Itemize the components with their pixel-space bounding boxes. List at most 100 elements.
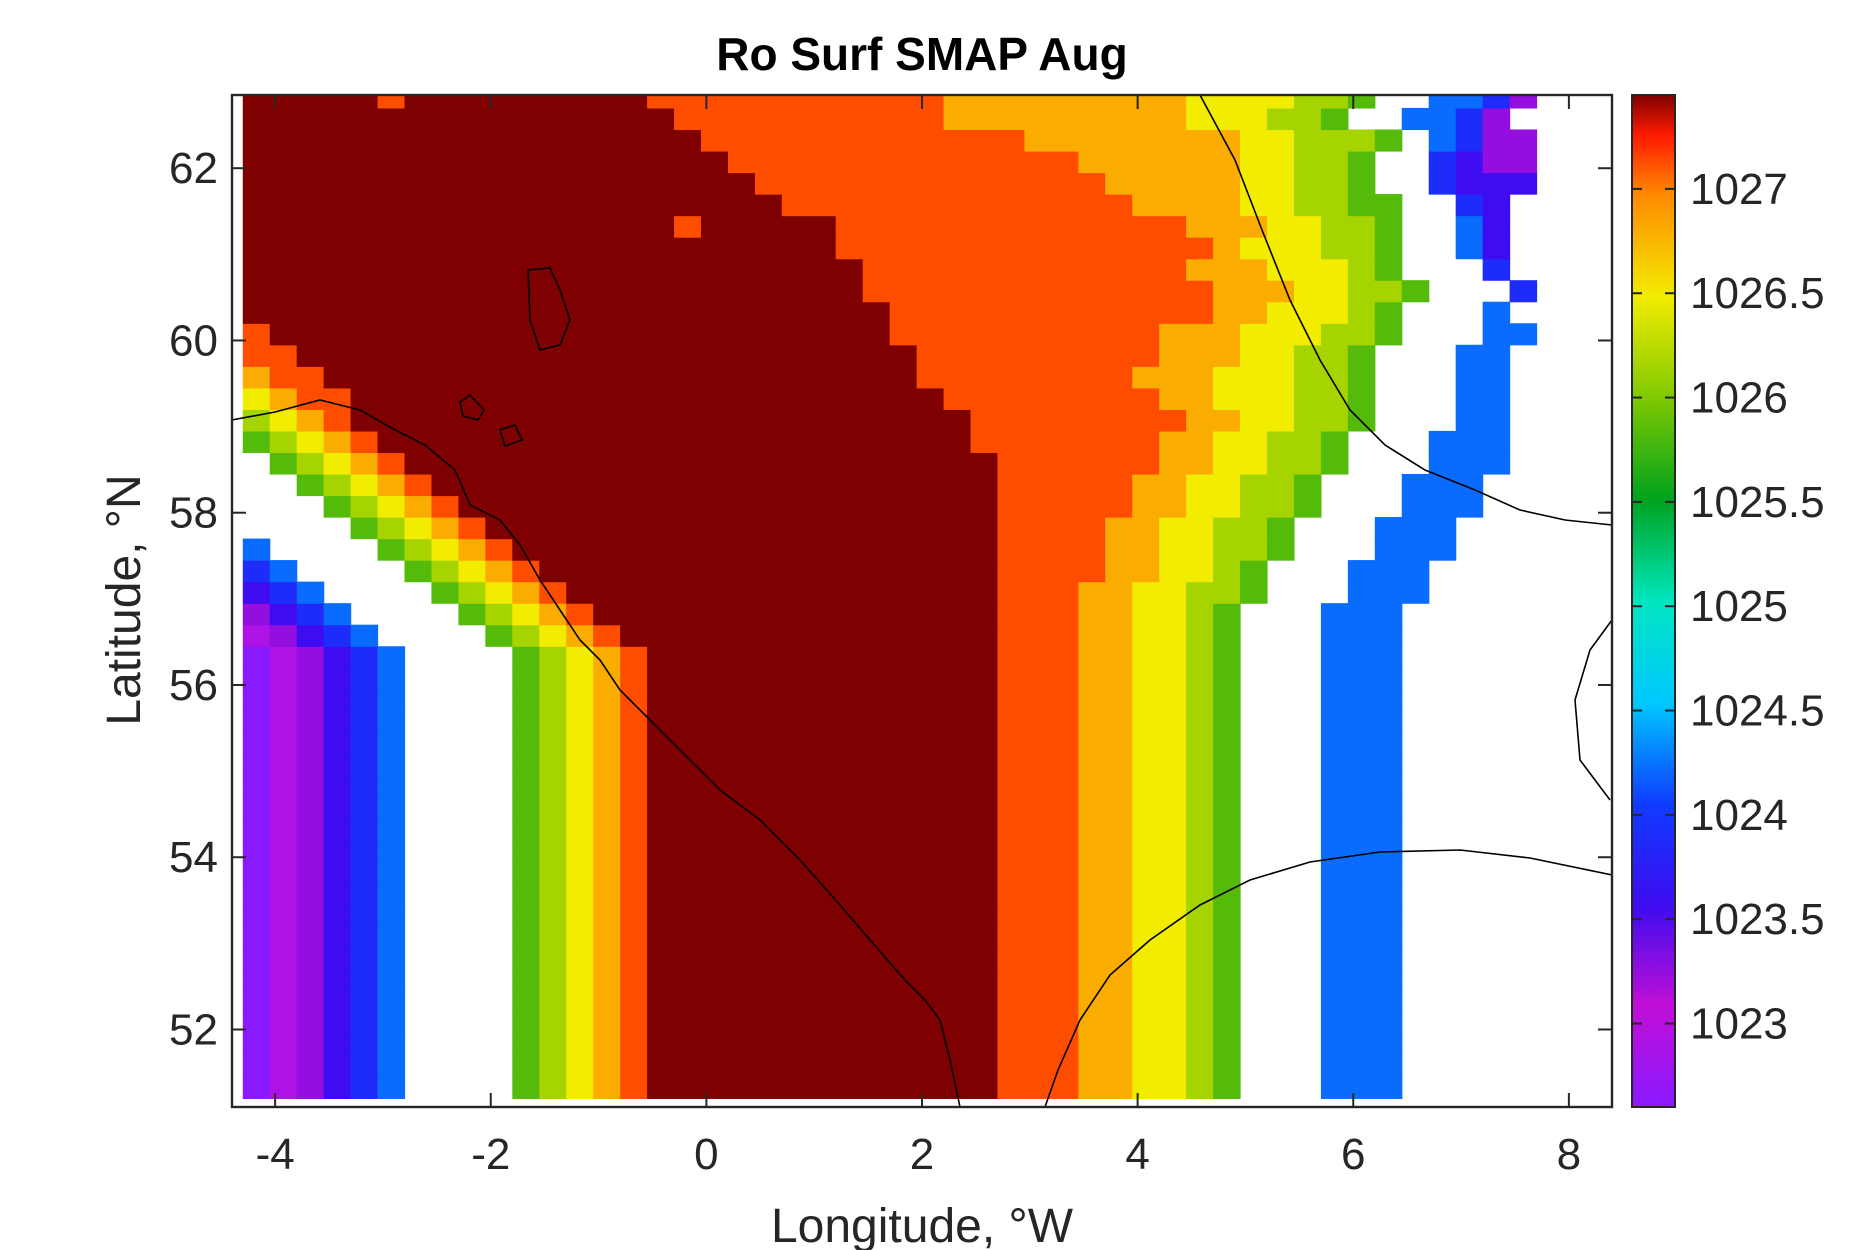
heatmap-cell — [1374, 926, 1403, 949]
heatmap-cell — [296, 473, 325, 497]
heatmap-cell — [916, 301, 945, 324]
heatmap-cell — [296, 301, 325, 324]
heatmap-cell — [700, 387, 729, 410]
heatmap-cell — [647, 796, 675, 820]
heatmap-cell — [943, 560, 972, 583]
heatmap-cell — [1347, 926, 1376, 949]
heatmap-cell — [970, 1055, 999, 1078]
heatmap-cell — [1051, 990, 1079, 1013]
coastline-norway — [1199, 95, 1612, 526]
heatmap-cell — [485, 215, 513, 238]
heatmap-cell — [1024, 646, 1052, 669]
heatmap-cell — [1267, 430, 1295, 454]
heatmap-cell — [1267, 129, 1295, 152]
heatmap-cell — [1051, 280, 1079, 303]
heatmap-cell — [1132, 430, 1160, 454]
heatmap-cell — [1320, 344, 1349, 367]
heatmap-cell — [566, 732, 594, 755]
heatmap-cell — [943, 990, 972, 1013]
heatmap-cell — [539, 581, 567, 604]
heatmap-cell — [916, 581, 945, 604]
heatmap-cell — [539, 215, 567, 238]
heatmap-cell — [1213, 710, 1241, 733]
heatmap-cell — [1347, 95, 1376, 109]
heatmap-cell — [754, 387, 783, 410]
heatmap-cell — [1374, 517, 1403, 540]
heatmap-cell — [1186, 366, 1214, 389]
heatmap-cell — [269, 861, 298, 884]
heatmap-cell — [943, 883, 972, 906]
heatmap-cell — [1320, 172, 1349, 195]
heatmap-cell — [1320, 387, 1349, 410]
heatmap-cell — [727, 689, 756, 712]
heatmap-cell — [242, 258, 271, 281]
heatmap-cell — [1078, 840, 1106, 863]
heatmap-cell — [350, 775, 379, 798]
heatmap-cell — [862, 387, 891, 410]
heatmap-cell — [997, 603, 1026, 626]
heatmap-cell — [620, 840, 648, 863]
heatmap-cell — [1374, 258, 1403, 281]
heatmap-cell — [485, 172, 513, 195]
heatmap-cell — [269, 430, 298, 454]
heatmap-cell — [1428, 107, 1457, 131]
heatmap-cell — [1051, 473, 1079, 497]
heatmap-cell — [700, 667, 729, 690]
heatmap-cell — [862, 710, 891, 733]
heatmap-cell — [242, 883, 271, 906]
heatmap-cell — [1428, 517, 1457, 540]
heatmap-cell — [1078, 301, 1106, 324]
heatmap-cell — [1105, 1033, 1133, 1056]
heatmap-cell — [593, 689, 621, 712]
heatmap-cell — [1374, 646, 1403, 669]
heatmap-cell — [970, 323, 999, 346]
heatmap-cell — [1132, 452, 1160, 475]
heatmap-cell — [1132, 775, 1160, 798]
heatmap-cell — [1374, 538, 1403, 561]
heatmap-cell — [700, 538, 729, 561]
heatmap-cell — [485, 452, 513, 475]
heatmap-cell — [269, 753, 298, 777]
heatmap-cell — [700, 150, 729, 174]
heatmap-cell — [539, 280, 567, 303]
heatmap-cell — [350, 95, 379, 109]
heatmap-cell — [296, 710, 325, 733]
heatmap-cell — [539, 452, 567, 475]
heatmap-cell — [323, 710, 352, 733]
heatmap-cell — [835, 581, 864, 604]
heatmap-cell — [781, 495, 810, 518]
heatmap-cell — [916, 624, 945, 647]
heatmap-cell — [1105, 689, 1133, 712]
heatmap-cell — [593, 430, 621, 454]
heatmap-cell — [1078, 753, 1106, 777]
heatmap-cell — [458, 517, 486, 540]
heatmap-cell — [350, 172, 379, 195]
heatmap-cell — [1509, 95, 1538, 109]
heatmap-cell — [970, 560, 999, 583]
y-tick-label: 62 — [169, 144, 218, 193]
heatmap-cell — [700, 1033, 729, 1056]
heatmap-cell — [674, 366, 702, 389]
heatmap-cell — [727, 926, 756, 949]
heatmap-cell — [1159, 689, 1187, 712]
heatmap-cell — [269, 796, 298, 820]
heatmap-cell — [781, 560, 810, 583]
heatmap-cell — [835, 1055, 864, 1078]
heatmap-cell — [1078, 95, 1106, 109]
heatmap-cell — [296, 280, 325, 303]
heatmap-cell — [862, 1012, 891, 1035]
heatmap-cell — [1213, 818, 1241, 841]
heatmap-cell — [754, 95, 783, 109]
heatmap-cell — [1132, 129, 1160, 152]
heatmap-cell — [808, 215, 837, 238]
heatmap-cell — [323, 172, 352, 195]
heatmap-cell — [539, 667, 567, 690]
heatmap-cell — [1051, 581, 1079, 604]
heatmap-cell — [485, 624, 513, 647]
heatmap-cell — [485, 95, 513, 109]
heatmap-cell — [1186, 95, 1214, 109]
heatmap-cell — [566, 947, 594, 970]
heatmap-cell — [566, 775, 594, 798]
heatmap-cell — [593, 990, 621, 1013]
heatmap-cell — [1267, 301, 1295, 324]
